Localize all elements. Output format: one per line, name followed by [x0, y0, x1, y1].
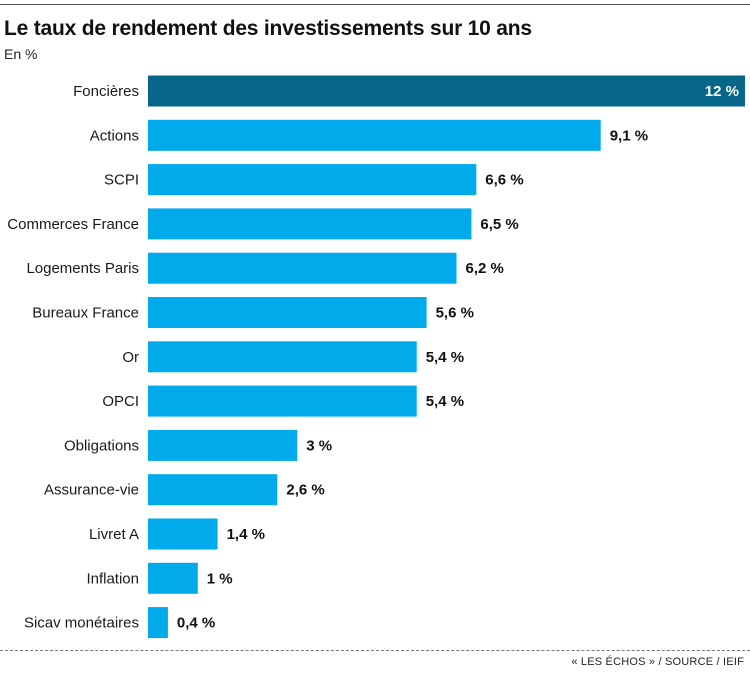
- value-label: 12 %: [705, 83, 739, 100]
- bottom-rule: [0, 650, 750, 651]
- value-label: 0,4 %: [177, 615, 215, 632]
- category-label: Commerces France: [7, 216, 139, 233]
- value-label: 1 %: [207, 570, 233, 587]
- category-label: Assurance-vie: [44, 482, 139, 499]
- bar-6: [148, 341, 417, 373]
- category-label: Inflation: [86, 570, 139, 587]
- value-label: 5,4 %: [426, 393, 464, 410]
- category-label: Sicav monétaires: [24, 615, 139, 632]
- value-label: 6,2 %: [466, 260, 504, 277]
- bars-group: Foncières 12 % Actions 9,1 % SCPI 6,6 % Commer…: [7, 75, 745, 639]
- bar-2: [148, 164, 477, 196]
- category-label: Logements Paris: [26, 260, 139, 277]
- category-label: OPCI: [102, 393, 139, 410]
- category-label: Bureaux France: [32, 305, 139, 322]
- value-label: 5,6 %: [436, 305, 474, 322]
- value-label: 6,6 %: [485, 172, 523, 189]
- bar-0: [148, 75, 745, 107]
- source-credit: « LES ÉCHOS » / SOURCE / IEIF: [571, 656, 744, 668]
- category-label: Livret A: [89, 526, 139, 543]
- bar-5: [148, 297, 427, 328]
- bar-9: [148, 474, 278, 506]
- value-label: 6,5 %: [480, 216, 518, 233]
- chart-title: Le taux de rendement des investissements…: [4, 17, 532, 40]
- value-label: 1,4 %: [227, 526, 265, 543]
- category-label: Actions: [90, 127, 139, 144]
- category-label: Foncières: [73, 83, 139, 100]
- top-rule: [0, 4, 750, 5]
- category-label: SCPI: [104, 172, 139, 189]
- category-label: Obligations: [64, 437, 139, 454]
- bar-11: [148, 562, 198, 594]
- bar-8: [148, 429, 298, 461]
- bar-4: [148, 252, 457, 284]
- chart-subtitle: En %: [4, 46, 38, 62]
- bar-10: [148, 518, 218, 550]
- value-label: 9,1 %: [610, 127, 648, 144]
- value-label: 3 %: [306, 437, 332, 454]
- value-label: 2,6 %: [286, 482, 324, 499]
- value-label: 5,4 %: [426, 349, 464, 366]
- category-label: Or: [122, 349, 139, 366]
- bar-7: [148, 385, 417, 417]
- bar-1: [148, 119, 601, 151]
- bar-12: [148, 607, 168, 639]
- bar-3: [148, 208, 472, 240]
